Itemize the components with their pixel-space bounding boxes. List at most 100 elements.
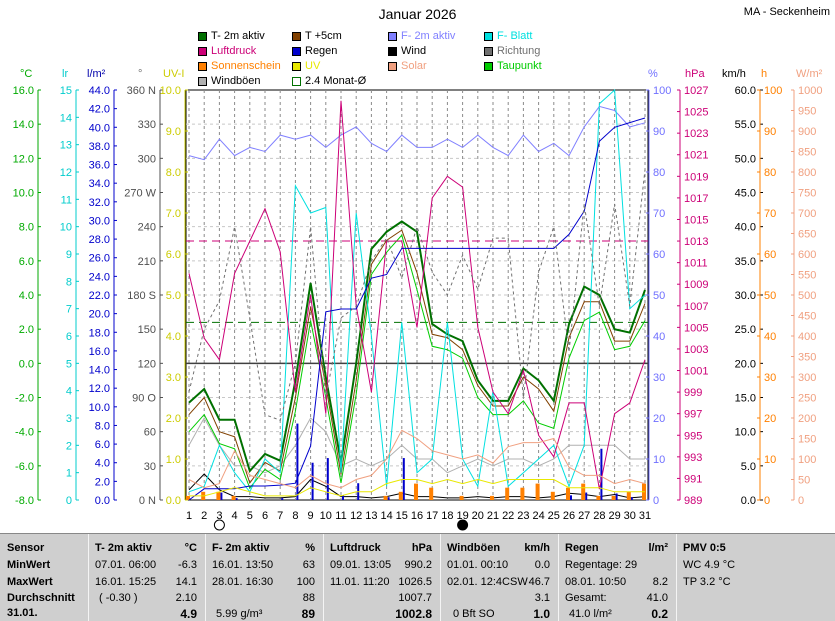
legend-swatch xyxy=(198,31,207,41)
legend-swatch xyxy=(292,76,301,86)
unit-label: % xyxy=(648,68,658,80)
x-tick-label: 12 xyxy=(350,510,362,522)
stats-rain-max-time: 08.01. 10:50 xyxy=(565,576,627,588)
x-tick-label: 23 xyxy=(517,510,529,522)
legend-swatch xyxy=(292,61,301,71)
axis-label-rain: 32.0 xyxy=(89,197,110,209)
axis-label-sun: 90 xyxy=(764,126,776,138)
axis-label-pressure: 1009 xyxy=(684,279,708,291)
series-line-regen xyxy=(188,117,646,501)
axis-label-solar: 800 xyxy=(798,167,816,179)
bar-regen xyxy=(281,498,284,500)
axis-label-solar: 900 xyxy=(798,126,816,138)
series-line-f-2m-aktiv xyxy=(188,105,646,161)
axis-label-solar: 450 xyxy=(798,311,816,323)
axis-label-leaf: 9 xyxy=(66,249,72,261)
stats-temp-avg: 2.10 xyxy=(175,592,197,604)
axis-label-rain: 6.0 xyxy=(95,439,110,451)
axis-label-temp_c: 10.0 xyxy=(13,188,34,200)
legend-label: Solar xyxy=(401,60,427,72)
stats-rain-month: 41.0 l/m² xyxy=(569,608,612,620)
legend-item: 2.4 Monat-Ø xyxy=(292,75,366,87)
stats-rain-total: 41.0 xyxy=(646,592,668,604)
axis-label-uv: 5.0 xyxy=(166,290,181,302)
legend-label: F- Blatt xyxy=(497,30,533,42)
legend-item: F- 2m aktiv xyxy=(388,30,455,42)
x-tick-label: 24 xyxy=(532,510,544,522)
x-tick-label: 19 xyxy=(456,510,468,522)
stats-gust-beaufort: 0 Bft SO xyxy=(453,608,495,620)
axis-label-temp_c: 4.0 xyxy=(19,290,34,302)
x-tick-label: 13 xyxy=(365,510,377,522)
axis-label-humidity: 90 xyxy=(653,126,665,138)
legend-item: Windböen xyxy=(198,75,261,87)
new-moon-icon xyxy=(457,519,469,531)
bar-sonnenschein xyxy=(216,491,221,500)
axis-label-leaf: 4 xyxy=(66,386,72,398)
axis-label-leaf: 10 xyxy=(60,222,72,234)
stats-rain-max: 8.2 xyxy=(652,576,668,588)
legend-swatch xyxy=(484,31,493,41)
stats-gust-header: Windböen xyxy=(447,542,501,554)
bar-regen xyxy=(615,493,618,500)
legend-item: Richtung xyxy=(484,45,540,57)
axis-label-sun: 30 xyxy=(764,372,776,384)
axis-label-temp_c: 2.0 xyxy=(19,324,34,336)
bar-regen xyxy=(311,462,314,500)
axis-label-leaf: 13 xyxy=(60,140,72,152)
axis-label-sun: 60 xyxy=(764,249,776,261)
legend-label: T +5cm xyxy=(305,30,342,42)
axis-label-sun: 100 xyxy=(764,85,782,97)
stats-panel: Sensor MinWert MaxWert Durchschnitt 31.0… xyxy=(0,533,835,621)
axis-label-pressure: 995 xyxy=(684,430,702,442)
x-tick-label: 2 xyxy=(201,510,207,522)
axis-label-pressure: 1007 xyxy=(684,301,708,313)
axis-label-temp_c: -6.0 xyxy=(15,461,34,473)
stats-temp-max: 14.1 xyxy=(175,576,197,588)
axis-label-wind: 60.0 xyxy=(735,85,756,97)
legend-label: T- 2m aktiv xyxy=(211,30,265,42)
x-tick-label: 10 xyxy=(320,510,332,522)
axis-label-humidity: 20 xyxy=(653,413,665,425)
legend-item: Taupunkt xyxy=(484,60,542,72)
axis-label-uv: 3.0 xyxy=(166,372,181,384)
axis-label-direction: 360 N xyxy=(127,85,156,97)
axis-label-rain: 8.0 xyxy=(95,420,110,432)
bar-regen xyxy=(570,495,572,500)
chart-title: Januar 2026 xyxy=(378,6,457,22)
stats-hum-avg: 88 xyxy=(302,592,315,604)
stats-col-rain: Regen l/m² Regentage: 29 08.01. 10:50 8.… xyxy=(559,534,677,621)
axis-label-temp_c: 16.0 xyxy=(13,85,34,97)
stats-press-max: 1026.5 xyxy=(398,576,432,588)
legend-label: Sonnenschein xyxy=(211,60,281,72)
x-tick-label: 29 xyxy=(608,510,620,522)
axis-label-wind: 15.0 xyxy=(735,393,756,405)
bar-sonnenschein xyxy=(596,495,601,500)
axis-label-uv: 6.0 xyxy=(166,249,181,261)
axis-label-solar: 550 xyxy=(798,270,816,282)
axis-label-humidity: 30 xyxy=(653,372,665,384)
bar-regen xyxy=(326,458,329,500)
axis-label-sun: 50 xyxy=(764,290,776,302)
axis-label-solar: 400 xyxy=(798,331,816,343)
legend-label: Wind xyxy=(401,45,427,57)
axis-label-solar: 300 xyxy=(798,372,816,384)
unit-label: hPa xyxy=(685,68,705,80)
axis-label-direction: 90 O xyxy=(132,393,156,405)
axis-label-rain: 28.0 xyxy=(89,234,110,246)
axis-label-humidity: 100 xyxy=(653,85,671,97)
axis-label-uv: 8.0 xyxy=(166,167,181,179)
x-tick-label: 17 xyxy=(426,510,438,522)
stats-gust-max: 46.7 xyxy=(528,576,550,588)
series-line-taupunkt xyxy=(188,234,646,489)
axis-label-pressure: 989 xyxy=(684,495,702,507)
axis-label-rain: 36.0 xyxy=(89,160,110,172)
bar-regen xyxy=(220,492,223,500)
x-tick-label: 27 xyxy=(578,510,590,522)
series-line-richtung xyxy=(188,169,646,421)
full-moon-icon xyxy=(213,519,225,531)
weather-chart: 1 2 3 4 5 6 7 8 9 10 11 12 13 14 15 16 17 18 19 20 21 22 23 24 2… xyxy=(13,85,822,531)
axis-label-pressure: 1013 xyxy=(684,236,708,248)
stats-rain-unit: l/m² xyxy=(648,542,668,554)
axis-label-rain: 44.0 xyxy=(89,85,110,97)
